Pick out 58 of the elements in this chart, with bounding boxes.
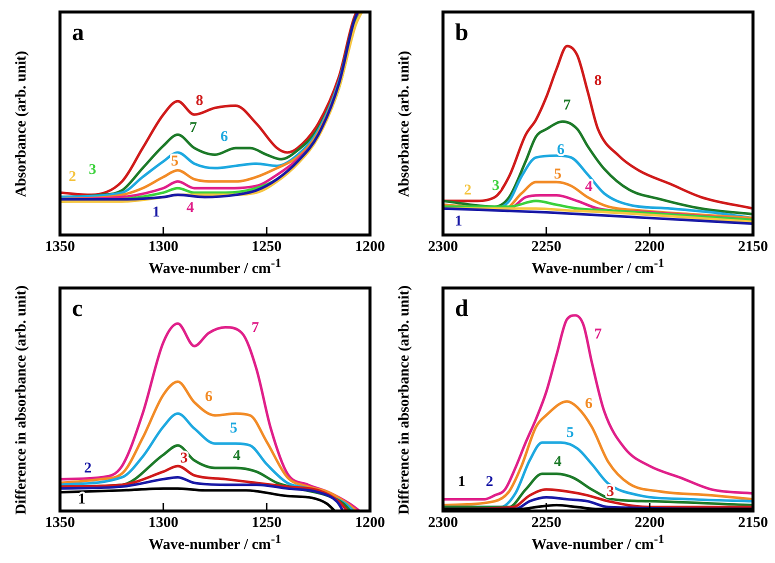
series-label: 3: [88, 162, 96, 178]
y-axis-title: Absorbance (arb. unit): [14, 50, 30, 198]
series-label: 2: [84, 460, 92, 477]
series-label: 6: [205, 389, 214, 406]
series-label: 1: [152, 204, 160, 221]
series-label: 5: [554, 166, 562, 183]
x-axis-title: Wave-number / cm$^{-1}$: [530, 532, 666, 554]
x-tick-label: 2150: [738, 238, 768, 255]
series-label: 3: [606, 484, 614, 500]
x-axis-title: Wave-number / cm$^{-1}$: [148, 532, 282, 554]
series-label: 5: [170, 153, 178, 170]
x-tick-label: 2200: [634, 238, 665, 255]
series-label: 4: [186, 200, 194, 216]
x-tick-label: 1250: [252, 238, 282, 255]
chart-title: b: [455, 20, 468, 46]
series-label: 4: [584, 178, 593, 195]
series-label: 7: [190, 120, 198, 136]
x-axis-title: Wave-number / cm$^{-1}$: [148, 256, 282, 278]
chart-title: d: [455, 296, 469, 322]
series-label: 5: [230, 420, 238, 436]
series-label: 6: [584, 396, 593, 412]
x-tick-label: 1300: [148, 238, 178, 255]
chart-title: a: [72, 20, 84, 46]
series-label: 6: [557, 142, 566, 158]
x-tick-label: 2250: [531, 514, 562, 531]
x-tick-label: 2300: [428, 514, 458, 531]
series-label: 5: [566, 424, 574, 441]
series-label: 7: [594, 326, 602, 343]
series-label: 8: [196, 93, 204, 110]
x-tick-label: 1350: [45, 238, 75, 255]
x-tick-label: 2250: [531, 238, 562, 255]
series-label: 1: [454, 213, 462, 230]
x-tick-label: 1300: [148, 514, 178, 531]
series-label: 2: [464, 182, 472, 198]
x-tick-label: 2150: [738, 514, 768, 531]
series-label: 3: [180, 450, 188, 466]
y-axis-title: Absorbance (arb. unit): [396, 50, 414, 198]
chart-title: c: [72, 296, 83, 322]
series-label: 4: [554, 454, 562, 470]
series-label: 2: [486, 474, 494, 490]
series-label: 3: [492, 178, 500, 194]
series-label: 7: [563, 98, 572, 114]
y-axis-title: Difference in absorbance (arb. unit): [14, 285, 30, 515]
x-tick-label: 1250: [252, 514, 282, 531]
x-tick-label: 1350: [45, 514, 75, 531]
series-label: 4: [232, 448, 241, 464]
series-label: 7: [252, 320, 260, 336]
series-label: 1: [78, 492, 86, 508]
series-label: 2: [68, 168, 76, 185]
series-label: 6: [220, 128, 229, 145]
x-tick-label: 2200: [634, 514, 665, 531]
y-axis-title: Difference in absorbance (arb. unit): [396, 285, 414, 515]
x-tick-label: 1200: [355, 238, 385, 255]
series-label: 1: [458, 474, 466, 490]
series-label: 8: [594, 73, 602, 90]
x-tick-label: 2300: [428, 238, 458, 255]
x-tick-label: 1200: [355, 514, 385, 531]
x-axis-title: Wave-number / cm$^{-1}$: [530, 256, 666, 278]
